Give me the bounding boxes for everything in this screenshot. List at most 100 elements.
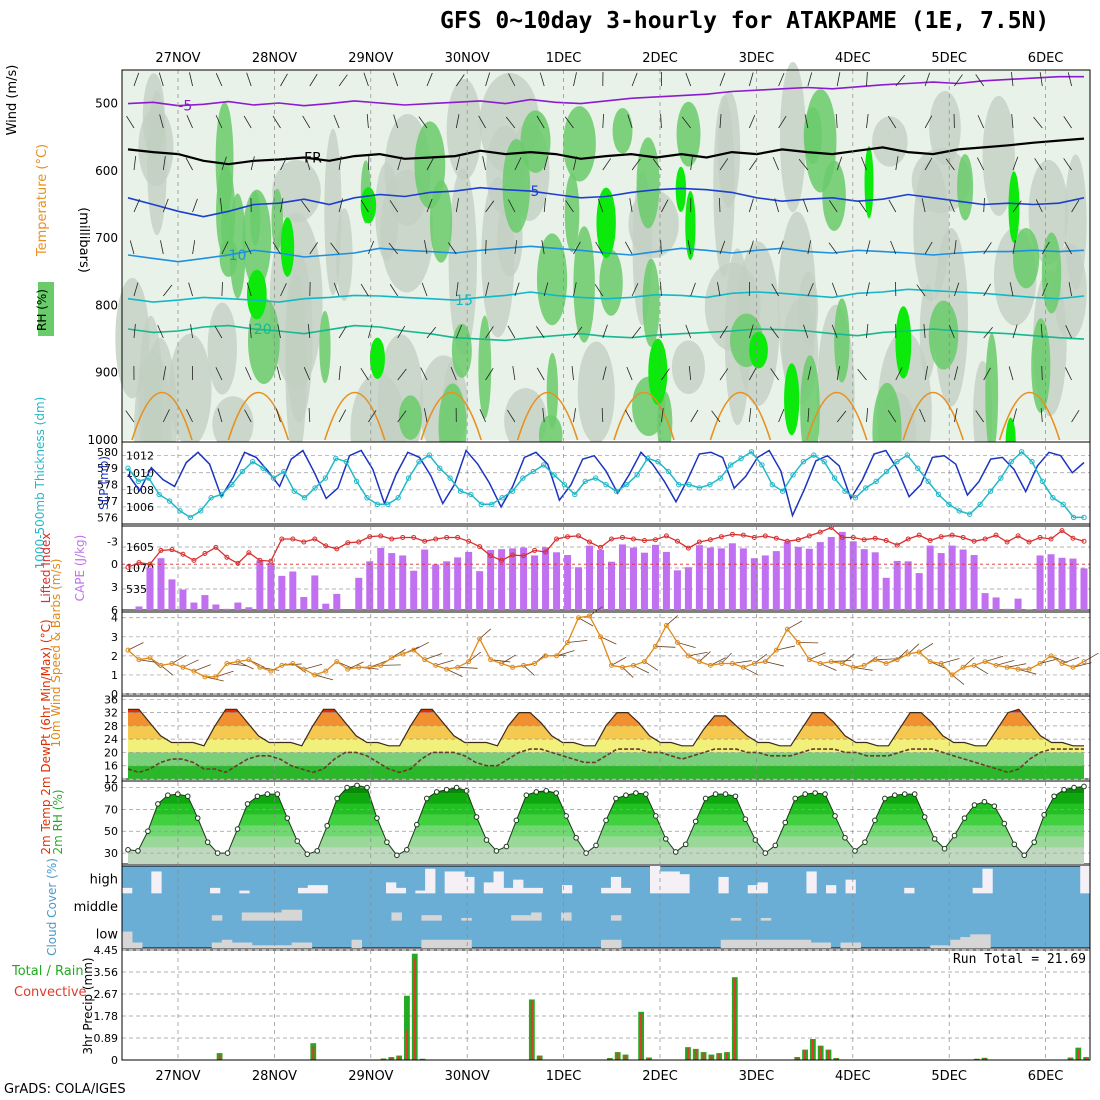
rh2m-point	[155, 801, 161, 807]
precip-convective-bar	[694, 1049, 697, 1060]
wind-barb	[249, 324, 252, 339]
wind-barb	[162, 284, 173, 297]
wind-barb	[983, 242, 992, 255]
cape-bar	[575, 567, 583, 610]
rh2m-point	[792, 795, 799, 802]
thickness-point	[312, 485, 318, 491]
wind-tick: 1	[111, 669, 118, 682]
rh2m-point	[294, 838, 301, 844]
wind-barb	[280, 198, 284, 213]
cloud-cell-high	[415, 890, 426, 894]
wind-barb	[954, 408, 958, 423]
wind-barb	[573, 408, 576, 423]
precip-convective-bar	[983, 1058, 986, 1060]
wind-barb	[1067, 72, 1072, 87]
wind-barb	[860, 156, 867, 171]
rh-shading-green	[599, 249, 623, 316]
cape-bar	[816, 542, 824, 610]
cape-bar	[959, 549, 967, 610]
cloud-cell-high	[483, 882, 495, 894]
wind-barb	[924, 72, 931, 87]
rh2m-point	[583, 850, 589, 856]
rh2m-point	[473, 814, 480, 820]
thickness-point	[509, 488, 516, 494]
rh2m-point	[832, 813, 838, 819]
lifted-point	[784, 538, 790, 544]
cape-bar	[882, 577, 890, 610]
wind-barb	[770, 368, 779, 381]
cape-bar	[410, 570, 418, 610]
thickness-point	[166, 498, 173, 504]
wind-barb	[421, 282, 428, 297]
cloud-cell-high	[562, 885, 573, 894]
wind-barb	[192, 198, 198, 213]
outer-frame	[121, 69, 1091, 1061]
wind-barb-10m	[226, 663, 247, 667]
precip-convective-bar	[640, 1013, 643, 1060]
wind-speed-point	[707, 662, 713, 668]
wind-speed-point	[279, 662, 285, 668]
cloud-cell-high	[151, 871, 162, 894]
cloud-cell-high	[659, 871, 671, 894]
wind-barb	[1064, 241, 1072, 255]
rh2m-point	[483, 837, 490, 843]
wind-barb	[158, 72, 164, 87]
rh2m-point	[433, 789, 440, 795]
rh2m-point	[1031, 839, 1038, 845]
precip-legend-total: Total / Rain	[11, 964, 84, 979]
thickness-point	[738, 455, 744, 462]
rh2m-point	[712, 791, 719, 797]
rh2m-point	[145, 828, 151, 835]
wind-barb	[866, 114, 869, 129]
cloud-cell-low	[610, 939, 622, 948]
wind-barb	[798, 158, 809, 171]
wind-barb-10m	[995, 660, 1015, 666]
thickness-point	[1060, 501, 1066, 508]
rh2m-point	[891, 792, 898, 798]
wind-barb	[975, 74, 985, 87]
cloud-cell-low	[281, 945, 293, 948]
lifted-point	[696, 539, 702, 545]
rh2m-point	[1051, 793, 1057, 800]
thickness-point	[249, 458, 256, 465]
cape-bar	[640, 552, 648, 610]
wind-barb	[1039, 72, 1043, 87]
pressure-tick: 1000	[87, 433, 118, 447]
cloud-cell-high	[503, 887, 514, 894]
cloud-cell-high	[513, 879, 524, 894]
temp-tick: 24	[104, 733, 118, 746]
wind-barb	[392, 72, 399, 87]
wind-speed-point	[235, 659, 241, 665]
lifted-point	[850, 534, 856, 540]
lifted-point	[532, 547, 538, 553]
lifted-point	[927, 538, 933, 544]
lifted-point	[400, 534, 406, 540]
rh2m-point	[633, 790, 639, 796]
day-label-top: 29NOV	[348, 51, 393, 66]
lifted-point	[861, 537, 867, 543]
precip-convective-bar	[686, 1047, 689, 1060]
wind-barb	[836, 366, 841, 381]
cape-bar	[915, 573, 923, 610]
rh-shading-green	[928, 300, 959, 370]
wind-speed-point	[466, 659, 472, 665]
rh2m-point	[652, 813, 659, 819]
wind-barb-10m	[435, 659, 454, 666]
rh2m-point	[882, 795, 888, 802]
rh2m-point	[981, 798, 988, 805]
rh2m-point	[772, 842, 779, 849]
wind-barb-10m	[809, 652, 826, 661]
wind-speed-point	[565, 640, 571, 646]
rh2m-point	[165, 792, 171, 798]
wind-speed-point	[982, 659, 988, 665]
wind-speed-point	[685, 653, 691, 659]
wind-barb	[807, 72, 813, 87]
wind-speed-point	[202, 674, 208, 680]
thickness-point	[260, 465, 266, 471]
wind-barb	[690, 156, 693, 171]
thickness-point	[374, 501, 381, 508]
wind-barb	[305, 156, 311, 171]
wind-barb	[866, 324, 869, 339]
wind-barb	[214, 325, 223, 339]
wind-barb	[831, 324, 838, 339]
